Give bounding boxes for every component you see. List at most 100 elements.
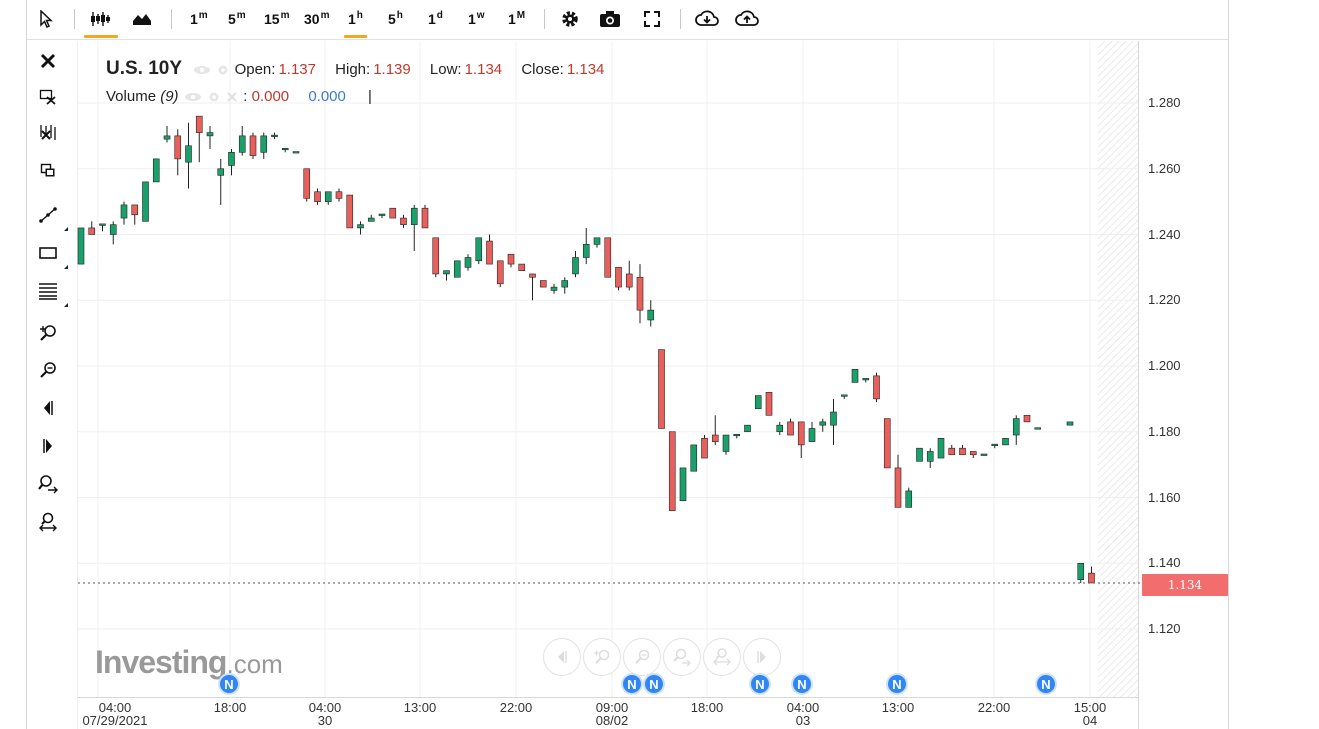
- candlestick-icon[interactable]: [84, 6, 118, 38]
- cursor-icon[interactable]: [36, 6, 56, 32]
- candle-body: [271, 134, 278, 137]
- eye-icon[interactable]: [193, 65, 211, 75]
- open-label: Open:: [234, 61, 276, 78]
- candle-body: [464, 257, 472, 268]
- x-tick-label: 22:00: [977, 700, 1011, 715]
- candle-body: [873, 375, 880, 400]
- candle-body: [109, 224, 117, 235]
- candle-body: [883, 418, 891, 469]
- volume-legend: Volume (9) : 0.000 0.000 |: [106, 88, 372, 105]
- candle-body: [636, 276, 644, 311]
- current-price-tag: 1.134: [1142, 574, 1228, 596]
- trend-line-icon[interactable]: [36, 203, 68, 231]
- ohlc-legend: U.S. 10Y Open: 1.137 High: 1.139 Low: 1.134…: [106, 58, 619, 80]
- zoom-in-button[interactable]: [583, 638, 621, 676]
- scroll-right-button[interactable]: [743, 638, 781, 676]
- candle-body: [131, 204, 139, 216]
- delete-drawings-icon[interactable]: [36, 85, 60, 109]
- candle-body: [335, 191, 343, 199]
- fullscreen-icon[interactable]: [640, 6, 664, 32]
- drawing-tools-panel: [26, 41, 74, 561]
- candle-body: [314, 191, 321, 202]
- zoom-out-button[interactable]: [623, 638, 661, 676]
- candle-body: [507, 253, 515, 265]
- camera-icon[interactable]: [598, 6, 622, 32]
- candle-body: [432, 237, 440, 275]
- volume-label: Volume: [106, 88, 157, 105]
- zoom-reset-icon[interactable]: [36, 510, 60, 534]
- candle-body: [668, 431, 676, 511]
- settings-icon[interactable]: [558, 6, 582, 32]
- close-icon[interactable]: [36, 49, 60, 73]
- candle-body: [77, 227, 85, 265]
- candle-body: [389, 207, 397, 219]
- news-marker[interactable]: N: [886, 673, 908, 695]
- candle-body: [410, 207, 418, 225]
- zoom-in-area-icon[interactable]: [36, 472, 60, 496]
- scroll-left-icon[interactable]: [36, 396, 60, 420]
- candle-body: [711, 434, 719, 442]
- x-tick-label: 04:00 03: [786, 700, 820, 728]
- news-marker[interactable]: N: [643, 673, 665, 695]
- scroll-left-button[interactable]: [543, 638, 581, 676]
- candle-body: [120, 204, 128, 219]
- x-tick-label: 13:00: [881, 700, 915, 715]
- delete-studies-icon[interactable]: [36, 121, 60, 145]
- area-chart-icon[interactable]: [130, 6, 154, 32]
- zoom-in-icon[interactable]: [36, 321, 60, 345]
- candle-body: [701, 438, 708, 459]
- high-value: 1.139: [373, 61, 411, 78]
- scroll-right-icon[interactable]: [36, 434, 60, 458]
- gear-icon[interactable]: [208, 91, 220, 103]
- news-marker[interactable]: N: [218, 673, 240, 695]
- candle-body: [367, 217, 375, 222]
- candle-body: [862, 378, 870, 381]
- news-marker[interactable]: N: [749, 673, 771, 695]
- eye-icon[interactable]: [184, 92, 202, 102]
- chart-frame: [26, 0, 1229, 729]
- cloud-upload-icon[interactable]: [734, 6, 760, 32]
- zoom-reset-button[interactable]: [703, 638, 741, 676]
- candle-body: [679, 467, 687, 502]
- candle-body: [292, 151, 300, 154]
- gear-icon[interactable]: [217, 64, 229, 76]
- candle-body: [819, 421, 827, 426]
- interval-15m[interactable]: 15 m: [264, 9, 290, 28]
- close-icon[interactable]: [226, 91, 238, 103]
- copy-icon[interactable]: [36, 159, 60, 183]
- interval-30m[interactable]: 30 m: [304, 9, 330, 28]
- candle-body: [152, 158, 160, 183]
- candle-body: [894, 467, 902, 508]
- chart-toolbar: 1 m 5 m 15 m 30 m 1 h 5 h 1 d 1 w 1 M: [26, 0, 1229, 40]
- candle-body: [615, 267, 622, 288]
- candle-body: [357, 224, 364, 229]
- candle-body: [1023, 415, 1031, 423]
- fibonacci-icon[interactable]: [36, 279, 68, 307]
- candle-body: [733, 433, 741, 437]
- candle-body: [539, 280, 547, 288]
- zoom-out-icon[interactable]: [36, 358, 60, 382]
- news-marker[interactable]: N: [791, 673, 813, 695]
- x-tick-label: 04:00 30: [308, 700, 342, 728]
- zoom-area-button[interactable]: [663, 638, 701, 676]
- rectangle-icon[interactable]: [36, 241, 68, 269]
- news-marker[interactable]: N: [1035, 673, 1057, 695]
- y-tick-label: 1.220: [1148, 292, 1181, 308]
- candle-body: [228, 152, 235, 166]
- candle-body: [1088, 572, 1095, 584]
- candle-body: [582, 244, 590, 258]
- candle-body: [840, 394, 848, 397]
- news-marker[interactable]: N: [621, 673, 643, 695]
- cloud-download-icon[interactable]: [694, 6, 720, 32]
- candle-body: [260, 135, 268, 153]
- candle-body: [206, 132, 214, 137]
- candle-body: [486, 240, 493, 265]
